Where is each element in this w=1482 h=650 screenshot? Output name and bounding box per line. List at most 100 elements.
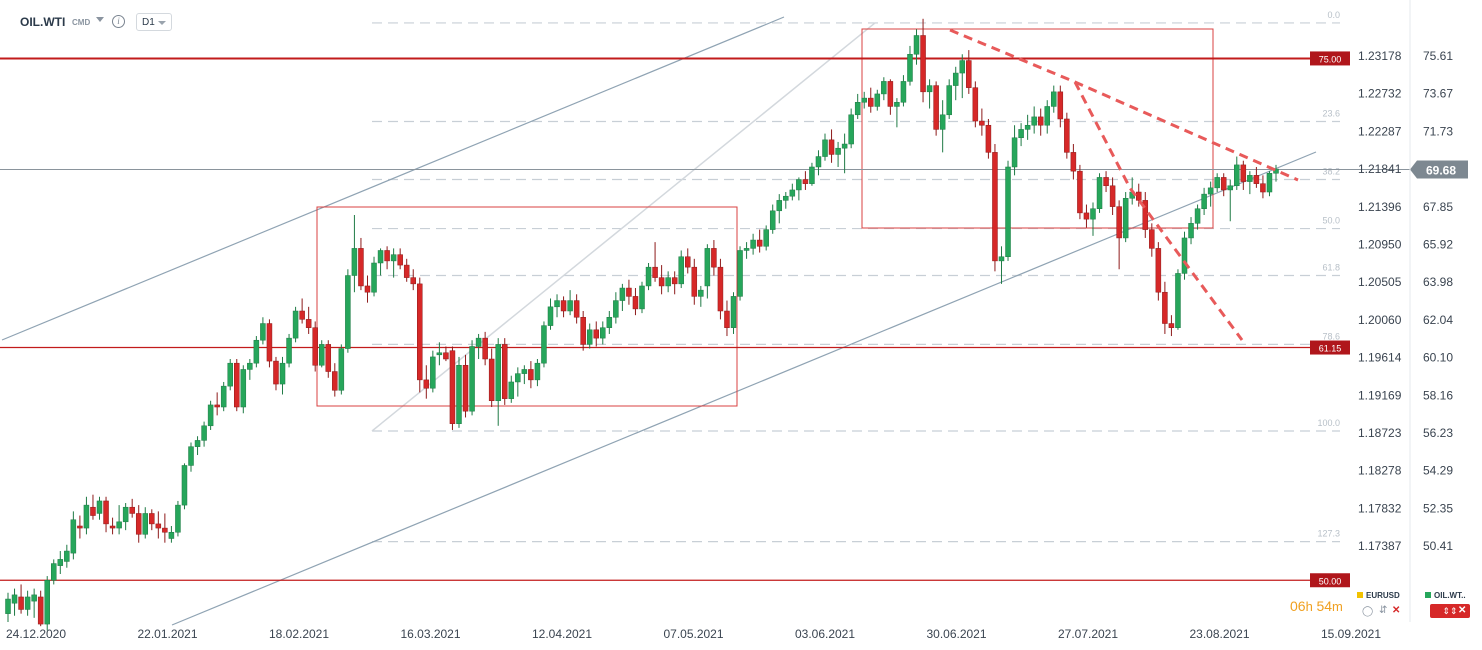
y-axis-tick-label: 67.85 [1423, 200, 1453, 214]
y2-axis-tick-label: 1.22732 [1358, 87, 1402, 101]
candle-body [188, 446, 194, 466]
candle-body [469, 346, 475, 412]
candle-body [1168, 323, 1175, 328]
legend-swatch-oil [1425, 592, 1431, 598]
y-axis-tick-label: 63.98 [1423, 275, 1453, 289]
timeframe-value: D1 [142, 17, 155, 28]
candle-body [449, 350, 456, 424]
candle-body [639, 285, 645, 310]
series-settings-button[interactable]: ⇕⇕ [1430, 604, 1470, 618]
candle-body [83, 504, 90, 529]
close-series-icon[interactable]: ✕ [1458, 605, 1467, 616]
candle-body [724, 310, 730, 328]
candle-body [51, 563, 57, 581]
y2-axis-tick-label: 1.20950 [1358, 238, 1402, 252]
candle-body [933, 85, 939, 130]
candle-body [1031, 116, 1037, 126]
candle-body [887, 81, 894, 107]
legend-item-oil[interactable]: OIL.WT.. [1425, 591, 1466, 600]
eye-icon[interactable]: ◯ [1362, 606, 1374, 617]
candle-body [240, 369, 247, 408]
chevron-down-icon [158, 21, 166, 25]
consolidation-boxes [316, 28, 1214, 407]
y2-axis-tick-label: 1.19169 [1358, 388, 1402, 402]
candle-body [580, 317, 586, 345]
candle-body [70, 519, 77, 554]
candle-body [1220, 177, 1227, 191]
candle-body [737, 250, 743, 297]
chevron-down-icon[interactable] [96, 17, 104, 22]
reorder-icon[interactable]: ⇵ [1379, 605, 1388, 616]
legend-item-eurusd[interactable]: EURUSD [1357, 591, 1400, 600]
symbol-label[interactable]: OIL.WTI [20, 15, 66, 29]
candle-body [861, 97, 867, 103]
countdown-m-unit: m [1332, 599, 1343, 614]
candle-body [632, 296, 639, 310]
candle-body [279, 362, 286, 385]
close-icon[interactable]: ✕ [1392, 605, 1401, 616]
candle-body [1188, 223, 1194, 239]
candle-body [691, 266, 698, 297]
candle-body [292, 310, 299, 339]
candle-body [116, 521, 122, 529]
candle-body [1201, 193, 1207, 209]
candle-body [312, 327, 318, 366]
candle-body [96, 500, 103, 514]
fib-label: 78.6 [1322, 331, 1340, 341]
candle-body [443, 352, 449, 360]
candle-body [547, 306, 554, 326]
candle-body [619, 287, 626, 301]
candle-body [776, 200, 783, 212]
level-tag [1310, 51, 1350, 66]
candle-body [1051, 91, 1057, 107]
chart-toolbar: OIL.WTI CMD i D1 [0, 0, 400, 40]
candle-body [573, 300, 580, 318]
candle-body [64, 550, 70, 562]
candle-body [586, 329, 593, 345]
candle-body [227, 362, 233, 387]
candle-body [966, 60, 972, 88]
candle-body [37, 596, 44, 625]
fib-label: 50.0 [1322, 216, 1340, 226]
candle-body [600, 327, 606, 339]
candle-body [377, 250, 384, 264]
candle-body [77, 525, 83, 529]
candle-body [789, 189, 796, 197]
y2-axis-tick-label: 1.17387 [1358, 539, 1402, 553]
candle-body [384, 250, 390, 262]
candle-body [1109, 185, 1116, 207]
candle-body [456, 365, 462, 424]
y2-axis-tick-label: 1.20060 [1358, 313, 1402, 327]
dashed-trendlines [949, 28, 1299, 341]
candle-body [894, 102, 900, 107]
descending-trendline [949, 28, 1299, 182]
candle-body [90, 506, 96, 516]
y2-axis-tick-label: 1.21396 [1358, 200, 1402, 214]
candle-body [874, 93, 881, 107]
candle-body [959, 60, 966, 74]
y2-axis-tick-label: 1.22287 [1358, 124, 1402, 138]
candle-body [645, 266, 652, 287]
y2-axis-tick-label: 1.21841 [1358, 162, 1402, 176]
candle-body [1083, 212, 1090, 220]
candle-body [181, 465, 188, 506]
candle-body [390, 254, 397, 262]
candle-body [854, 102, 861, 116]
legend-label-oil: OIL.WT.. [1434, 591, 1466, 600]
candle-body [1116, 206, 1122, 239]
candle-body [796, 179, 802, 191]
x-axis-tick-label: 03.06.2021 [795, 627, 855, 641]
timeframe-select[interactable]: D1 [136, 13, 172, 31]
candle-body [371, 262, 377, 293]
candle-body [305, 319, 312, 328]
candle-body [1207, 187, 1214, 195]
fib-label: 23.6 [1322, 108, 1340, 118]
info-icon[interactable]: i [112, 15, 125, 28]
candle-body [475, 337, 482, 347]
y-axis-tick-label: 73.67 [1423, 87, 1453, 101]
candle-body [972, 87, 979, 122]
candle-body [881, 81, 887, 95]
candle-body [1266, 172, 1273, 193]
candle-body [338, 348, 345, 391]
